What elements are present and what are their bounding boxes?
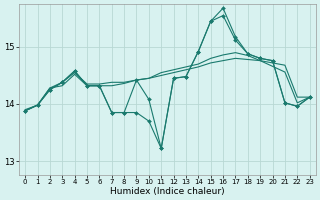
X-axis label: Humidex (Indice chaleur): Humidex (Indice chaleur) [110, 187, 225, 196]
